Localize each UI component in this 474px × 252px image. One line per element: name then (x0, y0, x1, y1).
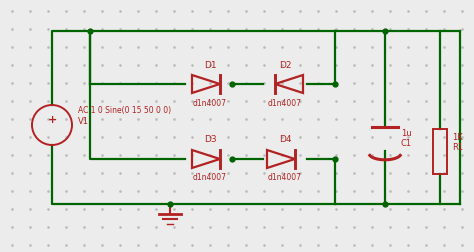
Text: AC 1 0 Sine(0 15 50 0 0): AC 1 0 Sine(0 15 50 0 0) (78, 105, 171, 114)
Text: d1n4007: d1n4007 (193, 98, 227, 107)
Bar (433, 130, 447, 174)
Text: d1n4007: d1n4007 (193, 173, 227, 182)
Text: 1K: 1K (452, 133, 463, 142)
Text: +: + (47, 115, 56, 124)
Text: D1: D1 (204, 60, 216, 69)
Text: d1n4007: d1n4007 (268, 98, 302, 107)
Text: C1: C1 (401, 139, 412, 148)
Text: d1n4007: d1n4007 (268, 173, 302, 182)
Text: V1: V1 (78, 116, 89, 125)
Text: D3: D3 (204, 135, 216, 144)
Text: D4: D4 (279, 135, 291, 144)
Text: 1u: 1u (401, 129, 411, 138)
Text: R1: R1 (452, 143, 463, 152)
Text: D2: D2 (279, 60, 291, 69)
